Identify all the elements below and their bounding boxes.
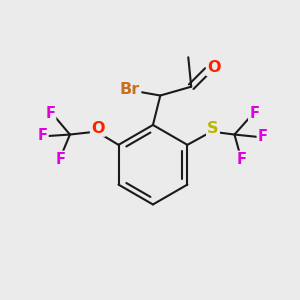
Text: S: S xyxy=(207,121,219,136)
Text: F: F xyxy=(38,128,48,143)
Text: F: F xyxy=(237,152,247,167)
Text: Br: Br xyxy=(120,82,140,97)
Text: F: F xyxy=(249,106,259,122)
Text: F: F xyxy=(45,106,55,121)
Text: O: O xyxy=(91,121,105,136)
Text: O: O xyxy=(207,60,220,75)
Text: F: F xyxy=(258,129,268,144)
Text: F: F xyxy=(56,152,65,167)
